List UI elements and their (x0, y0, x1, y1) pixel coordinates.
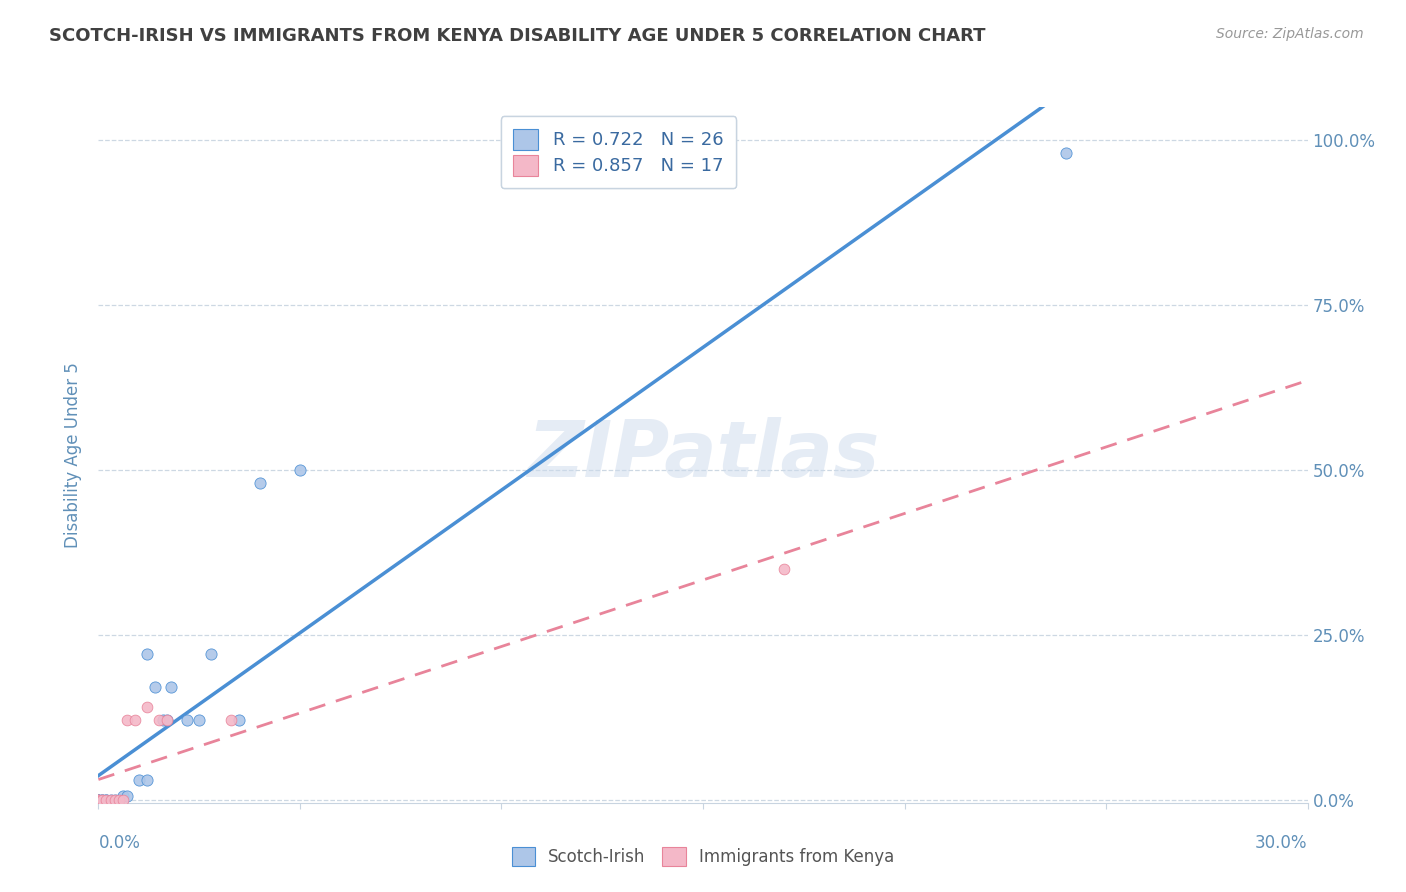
Point (111, 789, 134, 804)
Point (115, 714, 138, 728)
Point (288, 463, 311, 477)
Point (96, 792, 118, 806)
Point (152, 714, 174, 728)
Point (87, 792, 110, 806)
Point (115, 789, 138, 804)
Y-axis label: Disability Age Under 5: Disability Age Under 5 (65, 362, 83, 548)
Text: 0.0%: 0.0% (98, 834, 141, 852)
Point (124, 714, 146, 728)
Point (107, 792, 129, 806)
Point (107, 792, 129, 806)
Point (228, 714, 250, 728)
Point (160, 681, 183, 695)
Point (135, 772, 157, 787)
Point (96, 792, 118, 806)
Point (91, 792, 114, 806)
Point (176, 714, 198, 728)
Point (100, 792, 122, 806)
Point (249, 475, 271, 490)
Point (156, 714, 179, 728)
Point (111, 792, 134, 806)
Text: ZIPatlas: ZIPatlas (527, 417, 879, 493)
Point (87, 792, 110, 806)
Legend: R = 0.722   N = 26, R = 0.857   N = 17: R = 0.722 N = 26, R = 0.857 N = 17 (501, 116, 737, 188)
Point (103, 792, 125, 806)
Point (188, 714, 211, 728)
Point (87, 792, 110, 806)
Point (87, 792, 110, 806)
Text: Source: ZipAtlas.com: Source: ZipAtlas.com (1216, 27, 1364, 41)
Point (87, 792, 110, 806)
Legend: Scotch-Irish, Immigrants from Kenya: Scotch-Irish, Immigrants from Kenya (503, 838, 903, 875)
Point (91, 792, 114, 806)
Point (135, 700, 157, 714)
Point (128, 772, 150, 787)
Point (100, 792, 122, 806)
Point (1054, 146, 1077, 161)
Point (772, 562, 794, 576)
Point (87, 792, 110, 806)
Point (156, 714, 179, 728)
Point (103, 792, 125, 806)
Point (91, 792, 114, 806)
Text: 30.0%: 30.0% (1256, 834, 1308, 852)
Text: SCOTCH-IRISH VS IMMIGRANTS FROM KENYA DISABILITY AGE UNDER 5 CORRELATION CHART: SCOTCH-IRISH VS IMMIGRANTS FROM KENYA DI… (49, 27, 986, 45)
Point (200, 648, 222, 662)
Point (143, 681, 166, 695)
Point (221, 714, 243, 728)
Point (148, 714, 170, 728)
Point (91, 792, 114, 806)
Point (135, 648, 157, 662)
Point (96, 792, 118, 806)
